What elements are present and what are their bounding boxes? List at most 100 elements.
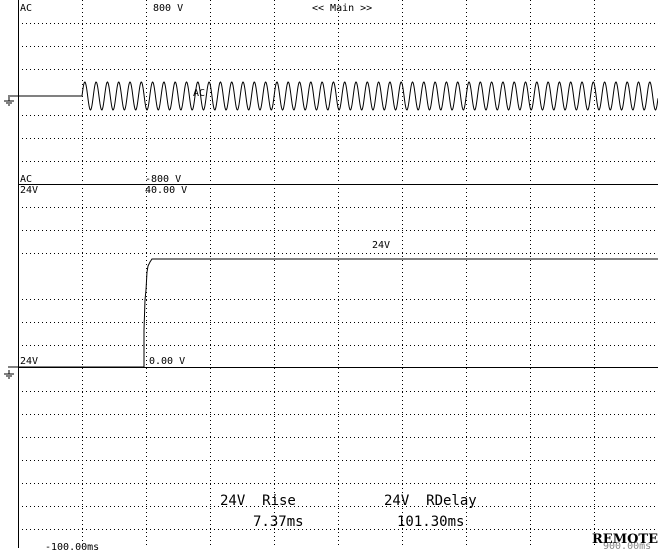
grid-dot [170, 529, 171, 530]
grid-dot [582, 529, 583, 530]
grid-dot [146, 428, 147, 429]
grid-dot [82, 412, 83, 413]
grid-dot [82, 328, 83, 329]
grid-dot [274, 388, 275, 389]
grid-dot [362, 46, 363, 47]
grid-dot [530, 332, 531, 333]
grid-dot [198, 414, 199, 415]
grid-dot [498, 414, 499, 415]
grid-dot [82, 508, 83, 509]
grid-dot [466, 128, 467, 129]
grid-dot [66, 230, 67, 231]
grid-dot [334, 23, 335, 24]
grid-dot [582, 115, 583, 116]
grid-dot [210, 336, 211, 337]
grid-dot [358, 506, 359, 507]
grid-dot [210, 316, 211, 317]
grid-dot [266, 391, 267, 392]
grid-dot [202, 391, 203, 392]
grid-dot [406, 483, 407, 484]
grid-dot [470, 299, 471, 300]
grid-dot [126, 529, 127, 530]
grid-dot [450, 253, 451, 254]
grid-dot [466, 64, 467, 65]
grid-dot [326, 253, 327, 254]
grid-dot [130, 23, 131, 24]
grid-dot [430, 437, 431, 438]
grid-dot [646, 437, 647, 438]
grid-dot [130, 460, 131, 461]
grid-dot [342, 506, 343, 507]
grid-dot [278, 69, 279, 70]
grid-dot [286, 322, 287, 323]
grid-dot [198, 161, 199, 162]
grid-dot [34, 299, 35, 300]
grid-dot [338, 452, 339, 453]
grid-dot [274, 24, 275, 25]
grid-dot [170, 115, 171, 116]
grid-dot [146, 230, 147, 231]
grid-dot [166, 161, 167, 162]
grid-dot [466, 376, 467, 377]
grid-dot [346, 506, 347, 507]
grid-dot [118, 345, 119, 346]
grid-dot [530, 96, 531, 97]
grid-dot [546, 299, 547, 300]
grid-dot [326, 345, 327, 346]
grid-dot [366, 207, 367, 208]
grid-dot [118, 529, 119, 530]
grid-dot [98, 207, 99, 208]
grid-dot [98, 23, 99, 24]
grid-dot [650, 299, 651, 300]
grid-dot [274, 345, 275, 346]
grid-dot [66, 207, 67, 208]
grid-dot [414, 207, 415, 208]
grid-dot [274, 532, 275, 533]
grid-dot [338, 248, 339, 249]
grid-dot [354, 414, 355, 415]
grid-dot [286, 161, 287, 162]
grid-dot [422, 253, 423, 254]
grid-dot [110, 391, 111, 392]
grid-dot [82, 124, 83, 125]
grid-dot [338, 28, 339, 29]
grid-dot [134, 161, 135, 162]
grid-dot [358, 414, 359, 415]
grid-dot [314, 23, 315, 24]
grid-dot [450, 299, 451, 300]
grid-dot [466, 0, 467, 1]
grid-dot [146, 336, 147, 337]
grid-dot [102, 138, 103, 139]
grid-dot [234, 138, 235, 139]
grid-dot [490, 253, 491, 254]
grid-dot [402, 164, 403, 165]
grid-dot [82, 56, 83, 57]
grid-dot [154, 391, 155, 392]
grid-dot [594, 420, 595, 421]
grid-dot [338, 144, 339, 145]
grid-dot [354, 437, 355, 438]
grid-dot [466, 284, 467, 285]
grid-dot [110, 253, 111, 254]
grid-dot [314, 322, 315, 323]
grid-dot [126, 437, 127, 438]
grid-dot [338, 520, 339, 521]
grid-dot [338, 524, 339, 525]
grid-dot [418, 299, 419, 300]
grid-dot [322, 414, 323, 415]
grid-dot [222, 483, 223, 484]
grid-dot [254, 23, 255, 24]
grid-dot [330, 23, 331, 24]
grid-dot [478, 299, 479, 300]
grid-dot [214, 437, 215, 438]
grid-dot [82, 80, 83, 81]
grid-dot [210, 345, 211, 346]
grid-dot [534, 46, 535, 47]
grid-dot [146, 116, 147, 117]
grid-dot [418, 529, 419, 530]
grid-dot [386, 437, 387, 438]
grid-dot [374, 230, 375, 231]
grid-dot [338, 456, 339, 457]
grid-dot [82, 128, 83, 129]
grid-dot [134, 345, 135, 346]
